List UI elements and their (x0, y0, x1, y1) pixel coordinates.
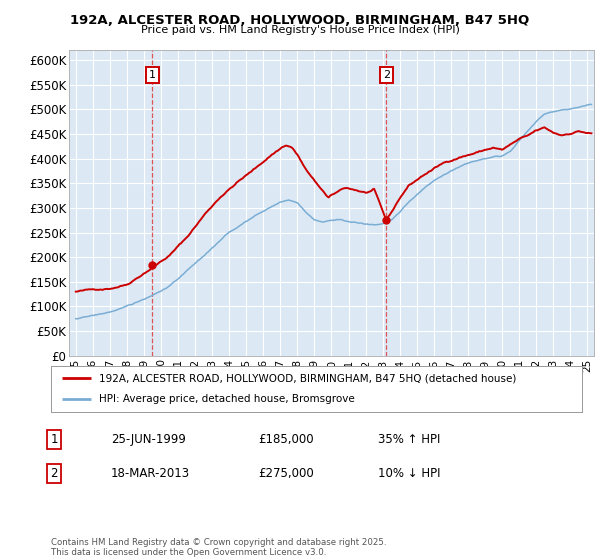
Text: 192A, ALCESTER ROAD, HOLLYWOOD, BIRMINGHAM, B47 5HQ: 192A, ALCESTER ROAD, HOLLYWOOD, BIRMINGH… (70, 14, 530, 27)
Text: 1: 1 (149, 70, 155, 80)
Text: £275,000: £275,000 (258, 466, 314, 480)
Text: 2: 2 (50, 466, 58, 480)
Text: Price paid vs. HM Land Registry's House Price Index (HPI): Price paid vs. HM Land Registry's House … (140, 25, 460, 35)
Text: 10% ↓ HPI: 10% ↓ HPI (378, 466, 440, 480)
Text: Contains HM Land Registry data © Crown copyright and database right 2025.
This d: Contains HM Land Registry data © Crown c… (51, 538, 386, 557)
Text: £185,000: £185,000 (258, 433, 314, 446)
Text: 25-JUN-1999: 25-JUN-1999 (111, 433, 186, 446)
Text: 35% ↑ HPI: 35% ↑ HPI (378, 433, 440, 446)
Text: 2: 2 (383, 70, 390, 80)
Text: 192A, ALCESTER ROAD, HOLLYWOOD, BIRMINGHAM, B47 5HQ (detached house): 192A, ALCESTER ROAD, HOLLYWOOD, BIRMINGH… (99, 373, 516, 383)
Text: HPI: Average price, detached house, Bromsgrove: HPI: Average price, detached house, Brom… (99, 394, 355, 404)
Text: 18-MAR-2013: 18-MAR-2013 (111, 466, 190, 480)
Text: 1: 1 (50, 433, 58, 446)
